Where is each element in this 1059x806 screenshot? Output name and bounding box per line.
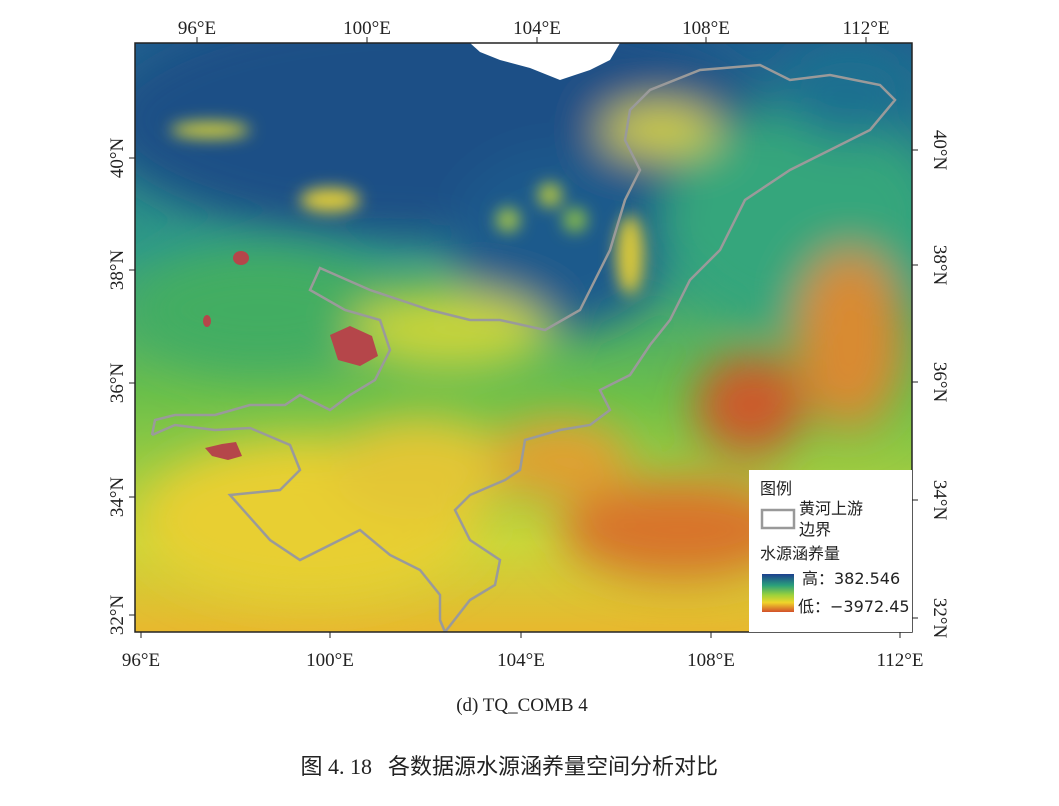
bottom-lon-label: 96°E: [122, 650, 160, 671]
top-lon-label: 96°E: [178, 18, 216, 39]
legend: 图例 黄河上游 边界 水源涵养量 高：382.546 低：−3972.45: [749, 470, 912, 632]
top-lon-label: 108°E: [682, 18, 730, 39]
legend-boundary-swatch: [760, 508, 796, 530]
left-lat-label: 34°N: [107, 477, 128, 518]
right-lat-label: 34°N: [929, 480, 950, 521]
legend-low: 低：−3972.45: [798, 597, 910, 616]
left-lat-label: 32°N: [107, 595, 128, 636]
map-frame: [134, 42, 913, 633]
legend-color-ramp: [762, 574, 794, 612]
left-lat-label: 38°N: [107, 250, 128, 291]
top-lon-label: 104°E: [513, 18, 561, 39]
map-raster: [135, 43, 912, 632]
right-lat-label: 38°N: [929, 245, 950, 286]
subcaption: (d) TQ_COMB 4: [456, 695, 588, 716]
right-lat-label: 32°N: [929, 598, 950, 639]
graticule-labels: 96°E 100°E 104°E 108°E 112°E 96°E 100°E 104°E 10…: [107, 18, 950, 671]
bottom-lon-label: 100°E: [306, 650, 354, 671]
top-lon-label: 112°E: [843, 18, 890, 39]
legend-boundary-label: 边界: [799, 520, 831, 539]
bottom-lon-label: 108°E: [687, 650, 735, 671]
left-lat-label: 36°N: [107, 363, 128, 404]
caption-number: 图 4. 18: [300, 754, 372, 779]
legend-layer-title: 水源涵养量: [760, 544, 840, 563]
right-lat-label: 36°N: [929, 362, 950, 403]
left-lat-label: 40°N: [107, 138, 128, 179]
legend-high: 高：382.546: [802, 569, 900, 588]
legend-boundary-label: 黄河上游: [799, 499, 863, 518]
bottom-lon-label: 112°E: [877, 650, 924, 671]
right-lat-label: 40°N: [929, 130, 950, 171]
caption-text: 各数据源水源涵养量空间分析对比: [388, 754, 718, 779]
legend-title: 图例: [760, 479, 792, 498]
top-lon-label: 100°E: [343, 18, 391, 39]
bottom-lon-label: 104°E: [497, 650, 545, 671]
